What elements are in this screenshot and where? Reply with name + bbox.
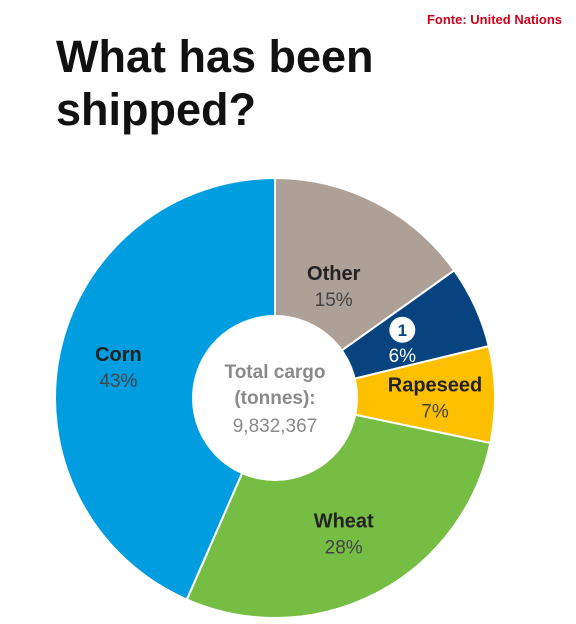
slice-label-rapeseed: Rapeseed: [388, 375, 483, 397]
labels-group: Other 15% 1 6% Rapeseed 7% Wheat 28% Corn 43%: [95, 263, 482, 558]
center-label-line2: (tonnes):: [234, 388, 315, 409]
slice-pct-1: 6%: [389, 346, 417, 367]
slice-label-corn: Corn: [95, 344, 142, 366]
slice-pct-corn: 43%: [99, 371, 137, 392]
slice-corn: [54, 176, 276, 601]
slices-group: [54, 176, 496, 619]
footnote-marker-badge: [389, 316, 416, 343]
slice-pct-rapeseed: 7%: [421, 402, 449, 423]
chart-title: What has been shipped?: [56, 31, 374, 135]
center-label-line1: Total cargo: [225, 362, 326, 383]
slice-label-wheat: Wheat: [314, 510, 374, 532]
donut-hole: [192, 315, 358, 481]
slice-label-other: Other: [307, 263, 361, 285]
center-total-value: 9,832,367: [233, 416, 318, 437]
slice-pct-other: 15%: [315, 290, 353, 311]
source-note: Fonte: United Nations: [426, 12, 562, 27]
footnote-marker-number: 1: [398, 321, 407, 340]
slice-pct-wheat: 28%: [325, 537, 363, 558]
